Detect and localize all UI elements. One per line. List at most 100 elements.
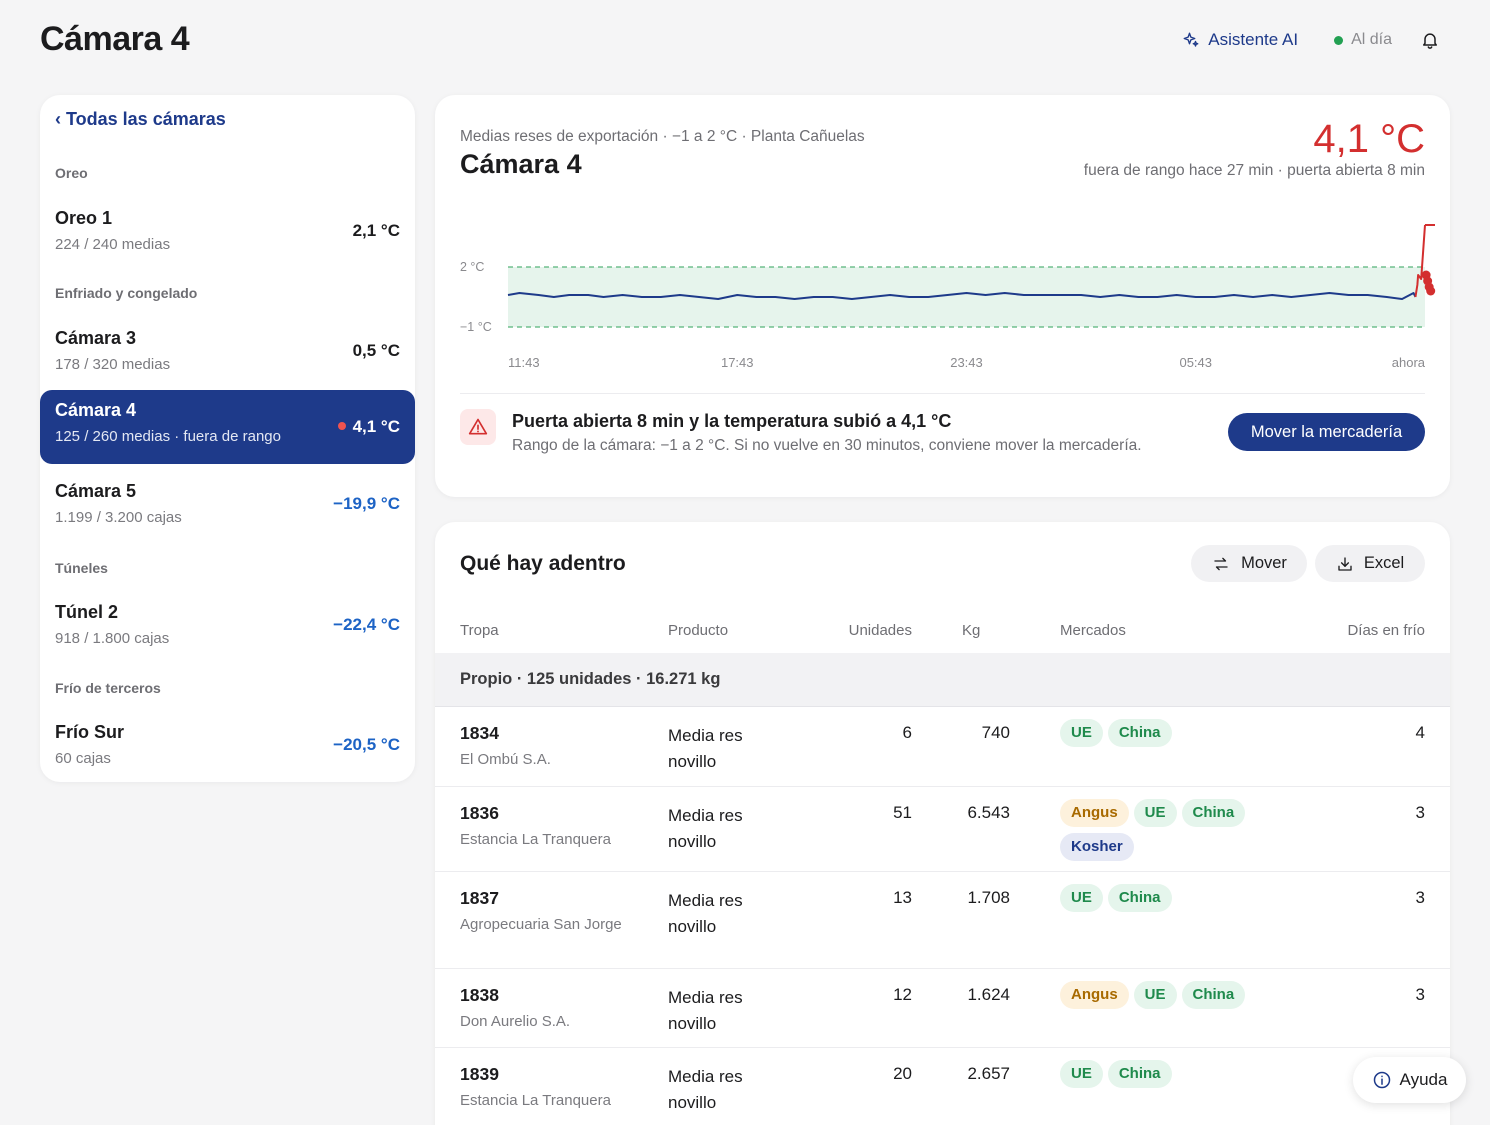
room-item-oreo-1[interactable]: Oreo 1 224 / 240 medias 2,1 °C bbox=[40, 196, 415, 270]
y-tick-label: −1 °C bbox=[460, 320, 492, 334]
markets: UE China bbox=[1060, 719, 1260, 747]
x-tick-label: 05:43 bbox=[1179, 355, 1212, 370]
table-row[interactable]: 1839 Estancia La Tranquera Media res novil… bbox=[435, 1048, 1450, 1125]
units: 13 bbox=[893, 888, 912, 907]
notifications-button[interactable] bbox=[1420, 29, 1440, 51]
establishment: El Ombú S.A. bbox=[460, 751, 551, 768]
room-name: Cámara 5 bbox=[55, 481, 137, 501]
room-detail: 178 / 320 medias bbox=[55, 356, 171, 373]
x-tick-label: ahora bbox=[1392, 355, 1426, 370]
tropa-number: 1839 bbox=[460, 1064, 499, 1084]
units: 51 bbox=[893, 803, 912, 822]
x-tick-label: 17:43 bbox=[721, 355, 754, 370]
room-subtitle: Medias reses de exportación · −1 a 2 °C … bbox=[460, 128, 865, 145]
group-label: Frío de terceros bbox=[55, 680, 161, 696]
market-badge: UE bbox=[1133, 981, 1177, 1009]
excel-export-button[interactable]: Excel bbox=[1315, 545, 1425, 582]
info-icon bbox=[1373, 1071, 1390, 1089]
room-name: Oreo 1 bbox=[55, 208, 113, 228]
product: Media res novillo bbox=[668, 891, 743, 936]
help-button[interactable]: Ayuda bbox=[1353, 1057, 1466, 1103]
units: 12 bbox=[893, 985, 912, 1004]
back-label: Todas las cámaras bbox=[66, 109, 226, 129]
x-tick-label: 23:43 bbox=[950, 355, 983, 370]
move-button[interactable]: Mover bbox=[1191, 545, 1307, 582]
product: Media res novillo bbox=[668, 726, 743, 771]
room-title: Cámara 4 bbox=[460, 149, 582, 179]
markets: Angus UE China Kosher bbox=[1060, 799, 1260, 861]
ai-assistant-label: Asistente AI bbox=[1208, 30, 1299, 49]
alert-title: Puerta abierta 8 min y la temperatura su… bbox=[512, 411, 952, 431]
data-point bbox=[1426, 286, 1436, 296]
table-row[interactable]: 1834 El Ombú S.A. Media res novillo 6 740 UE C… bbox=[435, 707, 1450, 787]
x-tick-label: 11:43 bbox=[508, 355, 540, 370]
bell-icon bbox=[1423, 33, 1437, 49]
table-row[interactable]: 1837 Agropecuaria San Jorge Media res novi… bbox=[435, 872, 1450, 969]
room-temp: 0,5 °C bbox=[352, 341, 400, 360]
product: Media res novillo bbox=[668, 988, 743, 1033]
column-header-unidades[interactable]: Unidades bbox=[848, 622, 912, 639]
market-badge: China bbox=[1107, 1060, 1172, 1088]
current-temperature: 4,1 °C bbox=[1313, 117, 1425, 161]
days-in-cold: 3 bbox=[1415, 803, 1425, 822]
move-label: Mover bbox=[1241, 554, 1287, 572]
group-label: Túneles bbox=[55, 560, 108, 576]
weight-kg: 2.657 bbox=[967, 1064, 1010, 1083]
market-badge: China bbox=[1107, 719, 1172, 747]
inventory-title: Qué hay adentro bbox=[460, 552, 626, 575]
markets: UE China bbox=[1060, 884, 1260, 912]
room-name: Cámara 3 bbox=[55, 328, 137, 348]
column-header-producto[interactable]: Producto bbox=[668, 622, 729, 639]
status-label: Al día bbox=[1351, 31, 1392, 48]
table-row[interactable]: 1838 Don Aurelio S.A. Media res novillo 12 1… bbox=[435, 969, 1450, 1048]
establishment: Don Aurelio S.A. bbox=[460, 1013, 571, 1030]
room-item-camara-4[interactable]: Cámara 4 125 / 260 medias · fuera de ran… bbox=[40, 390, 415, 464]
sync-status: Al día bbox=[1334, 31, 1392, 49]
room-temp: −20,5 °C bbox=[333, 735, 400, 754]
room-detail: 918 / 1.800 cajas bbox=[55, 630, 170, 647]
room-temp: −22,4 °C bbox=[333, 615, 400, 634]
market-badge: UE bbox=[1060, 719, 1103, 747]
group-summary: Propio · 125 unidades · 16.271 kg bbox=[460, 670, 721, 688]
column-header-kg[interactable]: Kg bbox=[962, 622, 981, 639]
weight-kg: 740 bbox=[981, 723, 1010, 742]
temperature-chart: 2 °C −1 °C 11:43 17:43 23:43 05:43 ahora bbox=[460, 224, 1436, 370]
alert-badge bbox=[460, 409, 496, 445]
rooms-sidebar: ‹ Todas las cámaras Oreo Oreo 1 224 / 24… bbox=[40, 95, 415, 782]
market-badge: China bbox=[1181, 981, 1246, 1009]
weight-kg: 1.624 bbox=[967, 985, 1010, 1004]
move-goods-button[interactable]: Mover la mercadería bbox=[1228, 413, 1425, 451]
room-temp: 2,1 °C bbox=[352, 221, 400, 240]
column-header-mercados[interactable]: Mercados bbox=[1060, 622, 1126, 639]
market-badge: UE bbox=[1133, 799, 1177, 827]
alert-dot bbox=[337, 422, 346, 430]
column-header-dias[interactable]: Días en frío bbox=[1347, 622, 1425, 639]
inventory-card: Qué hay adentro Mover Excel Tropa Produc… bbox=[435, 522, 1450, 1125]
tropa-number: 1837 bbox=[460, 888, 499, 908]
weight-kg: 6.543 bbox=[967, 803, 1010, 822]
market-badge: UE bbox=[1060, 1060, 1103, 1088]
room-temp: −19,9 °C bbox=[333, 494, 400, 513]
market-badge: Kosher bbox=[1060, 833, 1134, 861]
markets: UE China bbox=[1060, 1060, 1260, 1088]
room-detail: 125 / 260 medias · fuera de rango bbox=[55, 428, 281, 445]
back-to-all-rooms-link[interactable]: ‹ Todas las cámaras bbox=[55, 109, 226, 129]
room-detail: 1.199 / 3.200 cajas bbox=[55, 509, 182, 526]
room-monitor-card: Medias reses de exportación · −1 a 2 °C … bbox=[435, 95, 1450, 497]
room-temp-wrap: 4,1 °C bbox=[337, 417, 400, 437]
room-detail: 224 / 240 medias bbox=[55, 236, 171, 253]
room-item-tunel-2[interactable]: Túnel 2 918 / 1.800 cajas −22,4 °C bbox=[40, 590, 415, 664]
room-item-camara-5[interactable]: Cámara 5 1.199 / 3.200 cajas −19,9 °C bbox=[40, 469, 415, 543]
sparkle-icon bbox=[1183, 32, 1199, 47]
room-item-camara-3[interactable]: Cámara 3 178 / 320 medias 0,5 °C bbox=[40, 316, 415, 390]
group-row-propio: Propio · 125 unidades · 16.271 kg bbox=[435, 653, 1450, 707]
room-name: Cámara 4 bbox=[55, 400, 137, 420]
alert-text: Rango de la cámara: −1 a 2 °C. Si no vue… bbox=[512, 437, 1142, 454]
column-header-tropa[interactable]: Tropa bbox=[460, 622, 499, 639]
product: Media res novillo bbox=[668, 1067, 743, 1112]
room-item-frio-sur[interactable]: Frío Sur 60 cajas −20,5 °C bbox=[40, 710, 415, 784]
units: 20 bbox=[893, 1064, 912, 1083]
establishment: Estancia La Tranquera bbox=[460, 1092, 611, 1109]
ai-assistant-button[interactable]: Asistente AI bbox=[1182, 30, 1298, 50]
table-row[interactable]: 1836 Estancia La Tranquera Media res novil… bbox=[435, 787, 1450, 872]
